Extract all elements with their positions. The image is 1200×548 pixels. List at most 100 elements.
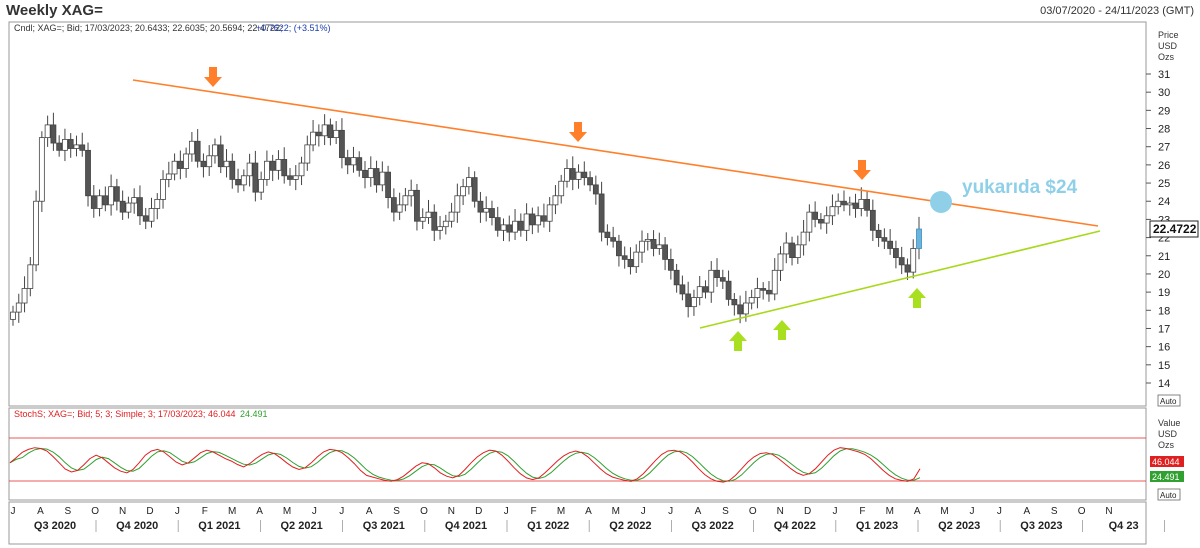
candle-body [240, 175, 247, 186]
month-label: F [859, 506, 865, 517]
candle-body [598, 193, 605, 233]
candle-body [477, 200, 484, 213]
candle-body [38, 137, 45, 202]
price-axis-title-1: Price [1158, 30, 1179, 40]
candle-body [194, 140, 201, 162]
target-dot [930, 191, 952, 213]
candle-body [806, 211, 813, 233]
stoch-axis-title-1: Value [1158, 418, 1180, 428]
candle-body [21, 288, 28, 304]
candle-body [893, 248, 899, 258]
candle-body [823, 215, 830, 224]
candle-body [73, 144, 80, 149]
up-arrow-icon [773, 320, 791, 340]
candle-body [633, 251, 640, 268]
candle-body [183, 153, 190, 169]
month-label: A [914, 506, 921, 517]
candle-body [489, 208, 495, 218]
candle-body [679, 284, 686, 295]
candle-body [252, 162, 259, 193]
month-label: J [11, 506, 16, 517]
month-label: A [1023, 506, 1030, 517]
candle-body [737, 304, 744, 315]
stoch-axis-title-3: Ozs [1158, 440, 1175, 450]
price-change-text: +0.7622; (+3.51%) [256, 23, 331, 33]
last-price-tag [1149, 220, 1199, 238]
stoch-k-value-inline: 46.044 [208, 409, 236, 419]
candle-body [154, 199, 161, 209]
month-label: N [448, 506, 455, 517]
candle-body [431, 211, 438, 231]
chart-header: Weekly XAG= 03/07/2020 - 24/11/2023 (GMT… [0, 0, 1200, 22]
candle-body [483, 208, 490, 213]
candle-body [864, 199, 870, 211]
month-label: M [886, 506, 894, 517]
quarter-label: Q1 2022 [527, 520, 569, 532]
candle-body [748, 297, 755, 304]
candle-body [131, 197, 138, 204]
candle-body [535, 215, 542, 226]
candle-body [188, 140, 195, 155]
candle-body [292, 175, 299, 180]
candle-body [581, 171, 588, 179]
candle-body [281, 159, 288, 177]
candle-body [610, 237, 617, 242]
candle-body [419, 217, 426, 222]
candle-body [898, 257, 905, 266]
quarter-label: Q1 2023 [856, 520, 898, 532]
month-label: M [228, 506, 236, 517]
candle-body [125, 202, 132, 213]
stoch-k-tag [1150, 456, 1184, 467]
candle-body [442, 220, 449, 228]
candle-body [137, 197, 143, 217]
candle-body [56, 142, 63, 151]
candle-body [702, 286, 709, 293]
candle-body [512, 220, 518, 233]
candle-body [246, 162, 253, 177]
candle-body [350, 157, 357, 166]
candle-body [644, 239, 651, 242]
candle-body [766, 289, 772, 295]
stoch-auto-button[interactable] [1157, 488, 1181, 501]
month-label: O [91, 506, 99, 517]
y-tick-label: 31 [1158, 69, 1170, 81]
up-arrow-icon [908, 288, 926, 308]
candle-body [119, 200, 126, 213]
candle-body [344, 157, 351, 166]
candle-body [731, 298, 738, 306]
candle-body [829, 206, 836, 217]
candle-body [592, 184, 599, 195]
month-label: S [722, 506, 729, 517]
candle-body [869, 209, 876, 231]
candle-body [719, 277, 726, 282]
stoch-panel-frame [8, 407, 1147, 501]
month-label: D [475, 506, 482, 517]
quarter-label: Q2 2023 [938, 520, 980, 532]
candle-body [385, 171, 391, 198]
candle-body [437, 226, 443, 231]
resistance-trendline [132, 79, 1099, 227]
candle-body [506, 224, 513, 233]
month-label: A [256, 506, 263, 517]
month-label: M [612, 506, 620, 517]
month-label: O [420, 506, 428, 517]
candle-body [373, 168, 380, 186]
candle-body [616, 240, 622, 257]
month-label: J [641, 506, 646, 517]
chart-title: Weekly XAG= [6, 2, 103, 19]
candle-body [425, 211, 432, 218]
candle-body [662, 244, 668, 260]
stoch-axis-title-2: USD [1158, 429, 1178, 439]
candle-body [500, 224, 507, 231]
price-auto-button[interactable] [1157, 394, 1181, 407]
candle-body [852, 202, 859, 209]
price-axis-title-3: Ozs [1158, 52, 1175, 62]
candle-body [471, 177, 478, 202]
y-tick-label: 16 [1158, 342, 1170, 354]
last-price-label: 22.4722 [1153, 222, 1197, 236]
stoch-d-value-inline: 24.491 [240, 409, 268, 419]
y-tick-label: 30 [1158, 87, 1170, 99]
candle-body [858, 199, 865, 209]
